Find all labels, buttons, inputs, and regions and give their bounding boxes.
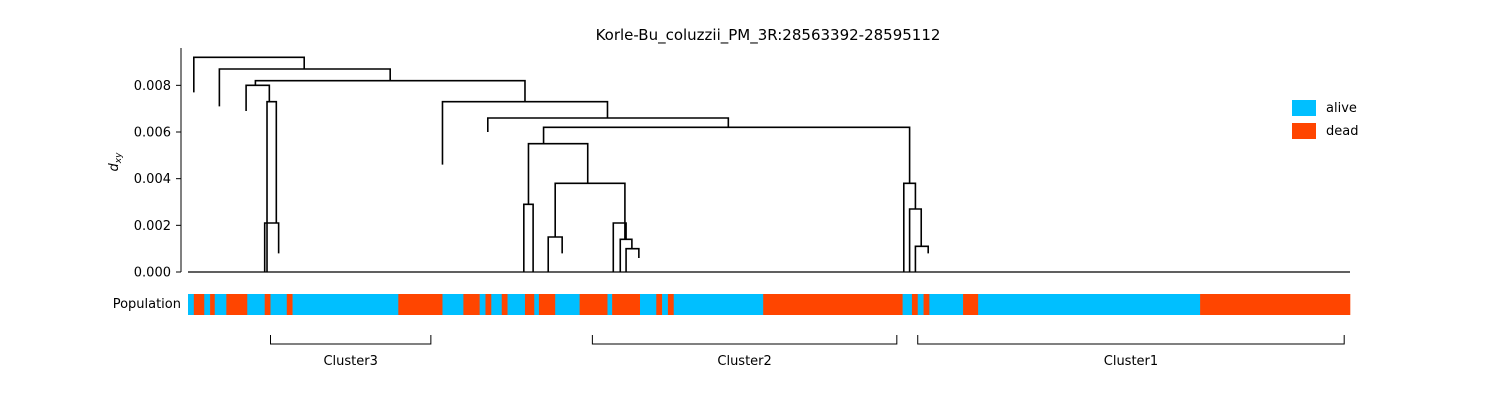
y-tick-label: 0.008 bbox=[134, 79, 171, 94]
dendrogram-link bbox=[266, 100, 278, 272]
dendrogram-link bbox=[441, 100, 609, 165]
population-segment-alive bbox=[214, 294, 227, 315]
population-segment-dead bbox=[538, 294, 556, 315]
population-segment-dead bbox=[193, 294, 205, 315]
legend-label: dead bbox=[1326, 124, 1358, 139]
population-segment-alive bbox=[292, 294, 399, 315]
population-segment-dead bbox=[579, 294, 608, 315]
population-segment-dead bbox=[226, 294, 248, 315]
population-segment-dead bbox=[911, 294, 919, 315]
population-segment-alive bbox=[673, 294, 764, 315]
y-tick-label: 0.006 bbox=[134, 126, 171, 141]
dendrogram-link bbox=[193, 56, 305, 93]
cluster-label: Cluster3 bbox=[323, 354, 377, 369]
population-segment-alive bbox=[491, 294, 503, 315]
dendrogram-link bbox=[554, 182, 626, 240]
population-segment-alive bbox=[534, 294, 540, 315]
population-segment-alive bbox=[607, 294, 613, 315]
dendrogram-link bbox=[612, 222, 627, 272]
y-axis-label-main: d bbox=[107, 162, 122, 171]
cluster-brackets: Cluster3 Cluster2 Cluster1 bbox=[270, 335, 1345, 369]
population-segment-alive bbox=[917, 294, 924, 315]
legend: alive dead bbox=[1292, 100, 1358, 139]
y-axis-ticks: 0.000 0.002 0.004 0.006 0.008 bbox=[134, 79, 181, 281]
dendrogram-link bbox=[218, 68, 391, 107]
population-segment-alive bbox=[204, 294, 211, 315]
dendrogram-link bbox=[527, 142, 589, 205]
y-tick-label: 0.000 bbox=[134, 266, 171, 281]
population-segment-alive bbox=[247, 294, 265, 315]
population-segment-alive bbox=[555, 294, 580, 315]
population-segment-dead bbox=[485, 294, 492, 315]
population-segment-alive bbox=[902, 294, 913, 315]
population-segment-alive bbox=[640, 294, 657, 315]
dendrogram-link bbox=[486, 117, 730, 132]
population-label: Population bbox=[113, 297, 181, 312]
population-segment-dead bbox=[524, 294, 535, 315]
population-segment-dead bbox=[264, 294, 271, 315]
dendrogram-link bbox=[547, 236, 563, 272]
dendrogram-link bbox=[625, 247, 640, 272]
y-tick-label: 0.002 bbox=[134, 219, 171, 234]
population-segment-alive bbox=[929, 294, 964, 315]
population-segment-dead bbox=[612, 294, 641, 315]
cluster-bracket bbox=[591, 335, 898, 345]
population-segment-alive bbox=[442, 294, 464, 315]
dendrogram-link bbox=[908, 208, 923, 272]
cluster-label: Cluster1 bbox=[1104, 354, 1158, 369]
legend-label: alive bbox=[1326, 101, 1357, 116]
population-segment-dead bbox=[923, 294, 930, 315]
cluster-label: Cluster2 bbox=[717, 354, 771, 369]
cluster-bracket bbox=[917, 335, 1345, 345]
y-axis-label-subscript: xy bbox=[114, 152, 124, 164]
dendrogram-link bbox=[245, 84, 271, 111]
cluster-bracket bbox=[270, 335, 432, 345]
dendrogram-tree bbox=[188, 56, 1350, 273]
population-segment-dead bbox=[763, 294, 903, 315]
population-segment-dead bbox=[501, 294, 508, 315]
y-tick-label: 0.004 bbox=[134, 172, 171, 187]
population-segment-dead bbox=[463, 294, 480, 315]
dendrogram-link bbox=[254, 79, 526, 102]
population-segment-alive bbox=[479, 294, 486, 315]
dendrogram-link bbox=[263, 222, 280, 272]
population-segment-dead bbox=[1200, 294, 1351, 315]
y-axis-label: dxy bbox=[107, 152, 124, 172]
population-segment-dead bbox=[667, 294, 675, 315]
dendrogram-link bbox=[902, 182, 917, 272]
dendrogram-link bbox=[619, 238, 633, 272]
population-segment-alive bbox=[270, 294, 288, 315]
population-segment-alive bbox=[507, 294, 526, 315]
chart-title: Korle-Bu_coluzzii_PM_3R:28563392-2859511… bbox=[596, 26, 941, 45]
population-segment-alive bbox=[188, 294, 195, 315]
population-segment-dead bbox=[963, 294, 979, 315]
legend-swatch-alive bbox=[1292, 100, 1316, 116]
population-segment-dead bbox=[656, 294, 663, 315]
population-segment-dead bbox=[398, 294, 443, 315]
dendrogram-link bbox=[542, 126, 911, 184]
population-segment-alive bbox=[662, 294, 669, 315]
population-segment-dead bbox=[210, 294, 216, 315]
population-segment-dead bbox=[286, 294, 293, 315]
dendrogram-link bbox=[523, 203, 534, 272]
population-segment-alive bbox=[978, 294, 1201, 315]
dendrogram-link bbox=[914, 245, 929, 272]
legend-swatch-dead bbox=[1292, 123, 1316, 139]
population-bar bbox=[188, 294, 1351, 315]
